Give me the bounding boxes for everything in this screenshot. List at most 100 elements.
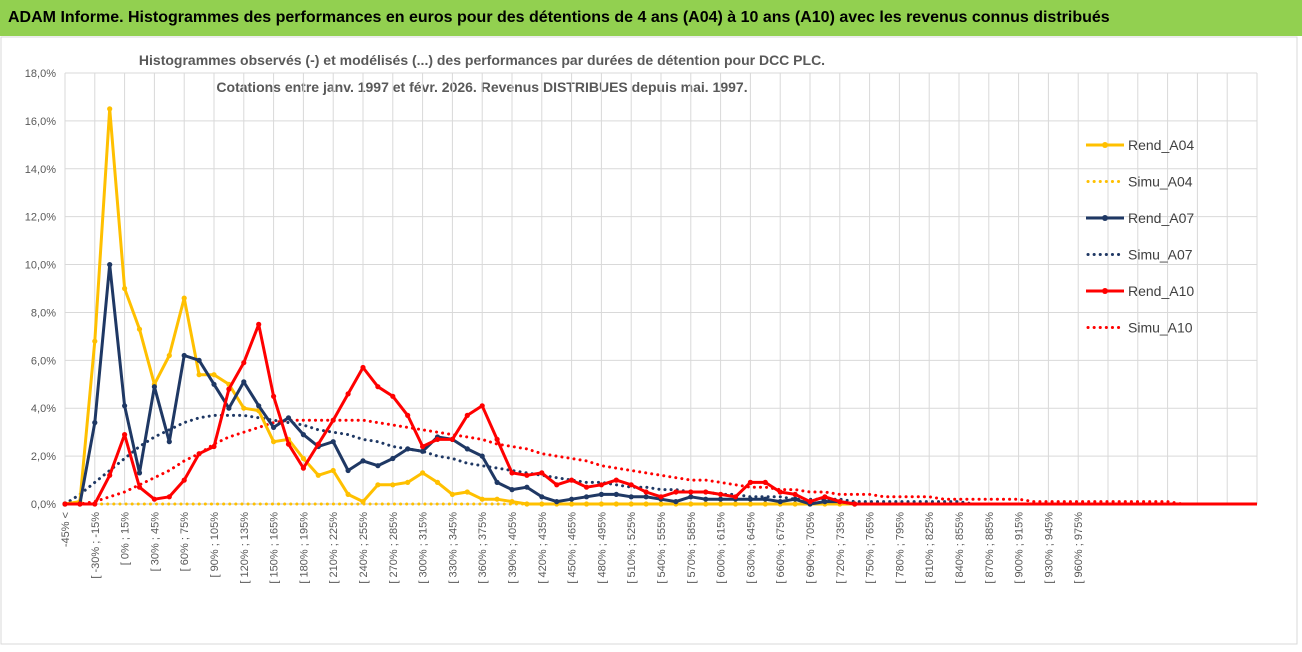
line-chart: Histogrammes observés (-) et modélisés (… <box>0 36 1298 645</box>
data-point <box>434 436 441 442</box>
data-point <box>658 501 664 507</box>
data-point <box>688 501 694 507</box>
data-point <box>464 446 470 452</box>
data-point <box>122 432 128 438</box>
data-point <box>747 501 754 507</box>
data-point <box>196 372 202 378</box>
data-point <box>271 439 277 445</box>
x-tick-label: [ 0% ; 15% <box>120 512 132 565</box>
y-tick-label: 12,0% <box>25 212 56 224</box>
x-axis: -45% < [ -30% ; -15% [ 0% ; 15% [ 30% ; 45%… <box>60 503 1257 584</box>
data-point <box>494 496 500 502</box>
data-point <box>211 443 217 450</box>
data-point <box>181 352 187 359</box>
data-point <box>151 496 157 502</box>
data-point <box>762 501 768 507</box>
data-point <box>122 285 128 292</box>
data-point <box>539 501 545 507</box>
data-point <box>464 489 470 495</box>
data-point <box>300 432 306 438</box>
x-tick-label: [ 660% ; 675% <box>775 512 787 584</box>
x-tick-label: [ 870% ; 885% <box>984 512 996 584</box>
data-point <box>509 470 515 476</box>
data-point <box>181 477 187 483</box>
data-point <box>390 482 396 488</box>
data-point <box>524 484 530 490</box>
data-point <box>569 501 575 507</box>
x-tick-label: [ 690% ; 705% <box>805 512 817 584</box>
data-point <box>762 479 768 485</box>
data-point <box>732 494 739 500</box>
x-tick-label: -45% < <box>60 512 72 547</box>
x-tick-label: [ 720% ; 735% <box>835 512 847 584</box>
legend-label: Simu_A10 <box>1128 320 1193 336</box>
x-tick-label: [ 330% ; 345% <box>447 512 459 584</box>
data-point <box>718 496 724 502</box>
data-point <box>539 494 545 500</box>
data-point <box>151 384 157 390</box>
data-point <box>166 494 172 500</box>
data-point <box>747 479 754 485</box>
data-point <box>241 360 247 366</box>
data-point <box>92 338 98 344</box>
data-point <box>315 472 321 478</box>
data-point <box>539 470 545 476</box>
x-tick-label: [ 390% ; 405% <box>507 512 519 584</box>
data-point <box>226 405 232 411</box>
data-point <box>122 403 128 409</box>
data-point <box>628 482 634 488</box>
data-point <box>613 501 619 507</box>
data-point <box>226 386 232 392</box>
data-point <box>241 379 247 385</box>
data-point <box>554 482 560 488</box>
data-point <box>196 451 202 457</box>
data-point <box>777 499 783 505</box>
data-point <box>464 412 470 418</box>
legend-marker <box>1102 215 1108 221</box>
data-point <box>494 479 500 485</box>
data-point <box>315 441 321 447</box>
data-point <box>271 393 277 399</box>
x-tick-label: [ 600% ; 615% <box>716 512 728 584</box>
y-tick-label: 6,0% <box>31 355 56 367</box>
data-point <box>107 106 113 112</box>
data-point <box>345 467 351 474</box>
legend-item-simu-a04: Simu_A04 <box>1086 174 1193 190</box>
data-point <box>569 477 575 483</box>
data-point <box>718 501 724 507</box>
data-point <box>256 321 262 327</box>
data-point <box>837 499 843 505</box>
x-tick-label: [ 30% ; 45% <box>149 512 161 572</box>
data-point <box>703 501 709 507</box>
data-point <box>420 448 426 454</box>
data-point <box>747 496 754 502</box>
data-point <box>136 326 143 332</box>
data-point <box>434 479 441 485</box>
data-point <box>166 439 172 445</box>
legend-label: Rend_A07 <box>1128 210 1194 226</box>
data-point <box>360 364 366 371</box>
data-point <box>598 482 605 488</box>
data-point <box>613 477 619 483</box>
y-tick-label: 8,0% <box>31 307 56 319</box>
x-tick-label: [ 480% ; 495% <box>596 512 608 584</box>
data-point <box>703 489 709 495</box>
data-point <box>285 415 292 421</box>
x-tick-label: [ 60% ; 75% <box>179 512 191 572</box>
data-point <box>375 384 381 390</box>
x-tick-label: [ 210% ; 225% <box>328 512 340 584</box>
data-point <box>107 472 113 478</box>
data-point <box>822 499 828 505</box>
data-point <box>479 496 485 502</box>
data-point <box>524 501 530 507</box>
data-point <box>643 501 649 507</box>
data-point <box>643 494 649 500</box>
x-tick-label: [ -30% ; -15% <box>90 512 102 579</box>
x-tick-label: [ 630% ; 645% <box>745 512 757 584</box>
x-tick-label: [ 570% ; 585% <box>686 512 698 584</box>
data-point <box>166 352 172 359</box>
data-point <box>196 357 202 363</box>
chart-border <box>0 36 1298 645</box>
y-tick-label: 2,0% <box>31 451 56 463</box>
